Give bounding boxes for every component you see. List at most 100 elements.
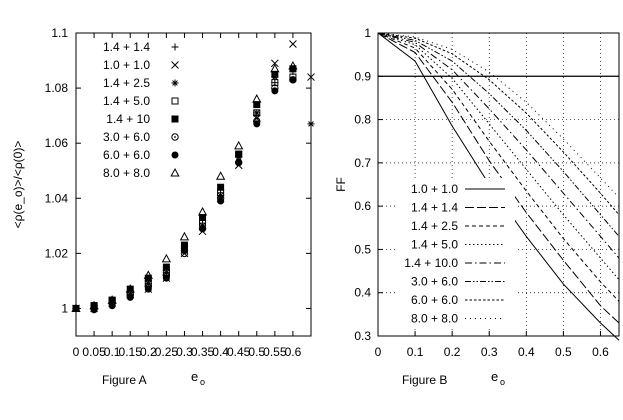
data-point: [171, 79, 179, 87]
data-point: [253, 109, 261, 117]
legend-label-a: 1.4 + 1.4: [103, 40, 150, 54]
series-a-3: [72, 73, 297, 312]
x-tick-label-b: 0.1: [407, 345, 424, 359]
data-point: [271, 70, 279, 78]
y-tick-label-b: 0.3: [354, 329, 371, 343]
panel-a: 0 0.050.10.150.20.250.30.350.40.450.50.55…: [11, 26, 315, 387]
data-point: [217, 183, 225, 191]
data-point: [171, 115, 179, 123]
x-axis-label-a: e: [191, 369, 198, 384]
x-tick-label-a: 0.15: [119, 345, 143, 359]
panel-label-b: Figure B: [402, 373, 447, 387]
x-axis-label-sub-a: o: [200, 377, 205, 387]
legend-label-a: 1.4 + 2.5: [103, 76, 150, 90]
y-tick-label-b: 0.9: [354, 69, 371, 83]
x-tick-label-b: 0.6: [592, 345, 609, 359]
data-point: [107, 295, 117, 304]
data-point-center: [174, 136, 176, 138]
y-tick-label-b: 0.8: [354, 113, 371, 127]
legend-marker-a: [171, 151, 179, 159]
legend-label-b: 8.0 + 8.0: [411, 312, 458, 326]
plot-frame-b: [377, 32, 620, 337]
data-point: [171, 61, 179, 69]
y-tick-label-b: 1: [364, 26, 371, 40]
data-point: [170, 167, 180, 177]
legend-label-a: 6.0 + 6.0: [103, 148, 150, 162]
data-point: [199, 225, 207, 233]
x-tick-label-a: 0: [73, 345, 80, 359]
y-tick-label-a: 1.1: [51, 26, 68, 40]
data-point: [162, 263, 170, 271]
data-point: [90, 306, 98, 314]
series-a-7: [71, 61, 298, 312]
legend-label-b: 1.0 + 1.0: [411, 182, 458, 196]
data-point: [234, 140, 244, 150]
legend-label-b: 6.0 + 6.0: [411, 293, 458, 307]
plot-frame-a: [75, 32, 312, 337]
legend-marker-a: [171, 115, 179, 123]
x-tick-label-a: 0.2: [140, 345, 157, 359]
data-point: [143, 270, 153, 279]
series-line-b-4: [377, 32, 620, 259]
data-point: [171, 97, 179, 105]
legend-label-b: 1.4 + 2.5: [411, 219, 458, 233]
y-tick-label-b: 0.6: [354, 199, 371, 213]
y-tick-label-b: 0.5: [354, 242, 371, 256]
legend-marker-a: [171, 43, 179, 51]
legend-label-a: 1.4 + 10: [106, 112, 150, 126]
series-line-b-3: [377, 32, 620, 281]
series-line-b-2: [377, 32, 620, 302]
x-tick-label-a: 0.5: [248, 345, 265, 359]
data-point: [162, 274, 170, 282]
y-tick-label-a: 1: [61, 301, 68, 315]
x-tick-label-a: 0.4: [212, 345, 229, 359]
x-tick-label-b: 0.3: [481, 345, 498, 359]
data-point: [89, 300, 99, 310]
panel-label-a: Figure A: [102, 373, 147, 387]
legend-marker-a: [171, 133, 179, 141]
data-point: [125, 284, 135, 293]
y-tick-label-a: 1.04: [45, 191, 69, 205]
x-tick-label-a: 0.05: [82, 345, 106, 359]
x-tick-label-a: 0.35: [191, 345, 215, 359]
data-point: [144, 285, 152, 293]
data-point: [270, 59, 279, 68]
x-tick-label-b: 0.5: [555, 345, 572, 359]
data-point: [270, 63, 280, 73]
data-point: [235, 158, 243, 166]
x-tick-label-b: 0: [375, 345, 382, 359]
x-tick-label-a: 0.6: [285, 345, 302, 359]
x-tick-label-a: 0.3: [176, 345, 193, 359]
data-point: [253, 101, 261, 109]
legend-label-a: 8.0 + 8.0: [103, 166, 150, 180]
data-point: [161, 253, 172, 263]
y-tick-label-b: 0.7: [354, 156, 371, 170]
data-point: [71, 303, 81, 312]
data-point: [217, 197, 225, 205]
data-point: [215, 171, 226, 180]
data-point: [171, 43, 179, 51]
data-point: [288, 61, 298, 70]
legend-marker-a: [171, 61, 179, 69]
x-tick-label-b: 0.4: [518, 345, 535, 359]
x-tick-label-a: 0.25: [155, 345, 179, 359]
data-point: [180, 247, 188, 255]
legend-label-a: 3.0 + 6.0: [103, 130, 150, 144]
data-point: [199, 214, 207, 222]
data-point: [126, 285, 134, 293]
data-point: [307, 120, 315, 128]
y-axis-label-a: <ρ(e_o)>/<ρ(0)>: [11, 141, 25, 229]
data-point: [171, 151, 179, 159]
data-point: [108, 302, 116, 310]
x-tick-label-a: 0.1: [104, 345, 121, 359]
data-point: [289, 76, 297, 84]
data-point: [197, 206, 208, 216]
legend-label-b: 1.4 + 5.0: [411, 238, 458, 252]
x-tick-label-a: 0.45: [227, 345, 251, 359]
legend-background-b: [397, 178, 515, 328]
y-tick-label-a: 1.08: [45, 81, 69, 95]
x-axis-label-b: e: [491, 369, 498, 384]
y-axis-label-b: FF: [334, 177, 348, 192]
